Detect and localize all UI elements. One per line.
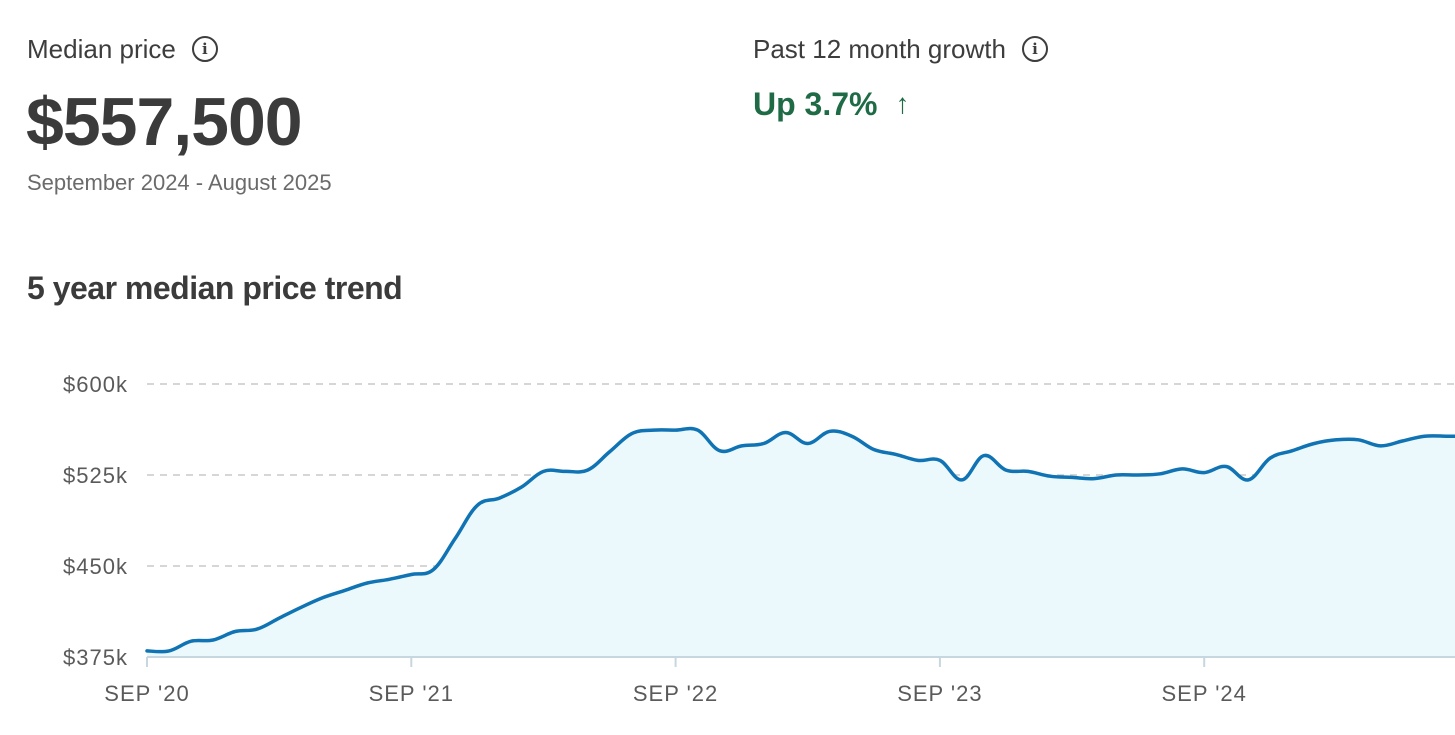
y-tick-label: $450k [63, 554, 128, 579]
trend-title: 5 year median price trend [27, 270, 403, 306]
y-tick-label: $375k [63, 645, 128, 670]
area-fill [147, 428, 1455, 657]
arrow-up-icon: ↑ [895, 88, 910, 119]
info-icon[interactable]: i [1021, 36, 1048, 62]
x-tick-label: SEP '24 [1161, 681, 1246, 706]
growth-value: Up 3.7% [753, 86, 878, 122]
date-range: September 2024 - August 2025 [27, 170, 332, 195]
growth-value-row: Up 3.7% ↑ [753, 88, 909, 120]
y-tick-label: $525k [63, 463, 128, 488]
median-price-label: Median price [27, 34, 176, 64]
info-icon[interactable]: i [191, 36, 218, 62]
x-tick-label: SEP '20 [104, 681, 189, 706]
y-tick-label: $600k [63, 372, 128, 397]
x-tick-label: SEP '23 [897, 681, 982, 706]
x-tick-label: SEP '21 [369, 681, 454, 706]
growth-label-row: Past 12 month growth i [753, 36, 1048, 62]
x-tick-label: SEP '22 [633, 681, 718, 706]
median-price-value: $557,500 [26, 84, 303, 160]
growth-label: Past 12 month growth [753, 34, 1006, 64]
series-line [145, 426, 1455, 654]
median-price-label-row: Median price i [27, 36, 218, 62]
